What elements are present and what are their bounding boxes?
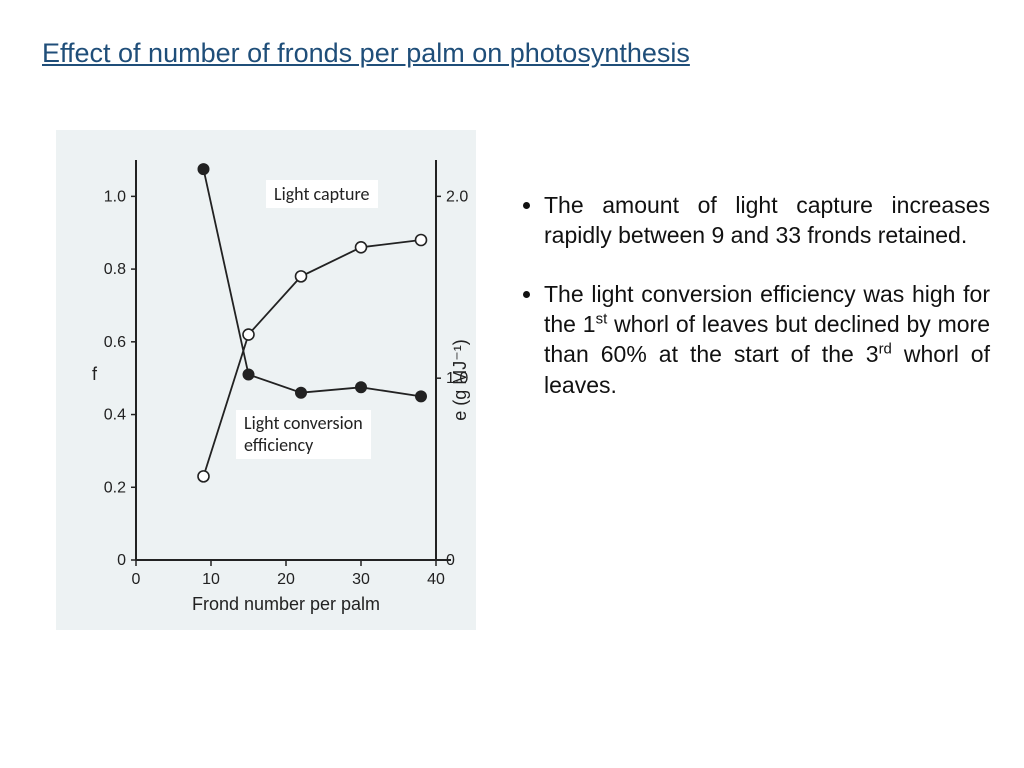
label-light-efficiency: Light conversion efficiency bbox=[236, 410, 371, 459]
bullet-2-sup-1: st bbox=[596, 310, 608, 327]
bullet-item-2: The light conversion efficiency was high… bbox=[544, 279, 990, 400]
svg-text:0: 0 bbox=[117, 552, 126, 569]
svg-text:30: 30 bbox=[352, 571, 370, 588]
svg-text:10: 10 bbox=[202, 571, 220, 588]
svg-text:0.8: 0.8 bbox=[104, 261, 126, 278]
bullet-list: The amount of light capture increases ra… bbox=[520, 190, 990, 428]
svg-text:0.6: 0.6 bbox=[104, 334, 126, 351]
svg-text:0: 0 bbox=[132, 571, 141, 588]
label-efficiency-line1: Light conversion bbox=[244, 412, 363, 434]
y-left-label: f bbox=[92, 364, 98, 384]
svg-text:0: 0 bbox=[446, 552, 455, 569]
x-axis-label: Frond number per palm bbox=[192, 594, 380, 614]
bullet-item-1: The amount of light capture increases ra… bbox=[544, 190, 990, 251]
svg-text:2.0: 2.0 bbox=[446, 188, 468, 205]
svg-text:1.0: 1.0 bbox=[104, 188, 126, 205]
y-right-label: e (g MJ⁻¹) bbox=[450, 339, 470, 421]
svg-text:40: 40 bbox=[427, 571, 445, 588]
svg-text:0.2: 0.2 bbox=[104, 479, 126, 496]
chart-container: 00.20.40.60.81.0 01.02.0 010203040 f e (… bbox=[56, 130, 476, 630]
label-efficiency-line2: efficiency bbox=[244, 434, 313, 456]
svg-text:0.4: 0.4 bbox=[104, 407, 126, 424]
label-light-capture: Light capture bbox=[266, 180, 378, 208]
slide-title: Effect of number of fronds per palm on p… bbox=[42, 38, 690, 69]
bullet-2-sup-2: rd bbox=[879, 341, 892, 358]
svg-text:20: 20 bbox=[277, 571, 295, 588]
